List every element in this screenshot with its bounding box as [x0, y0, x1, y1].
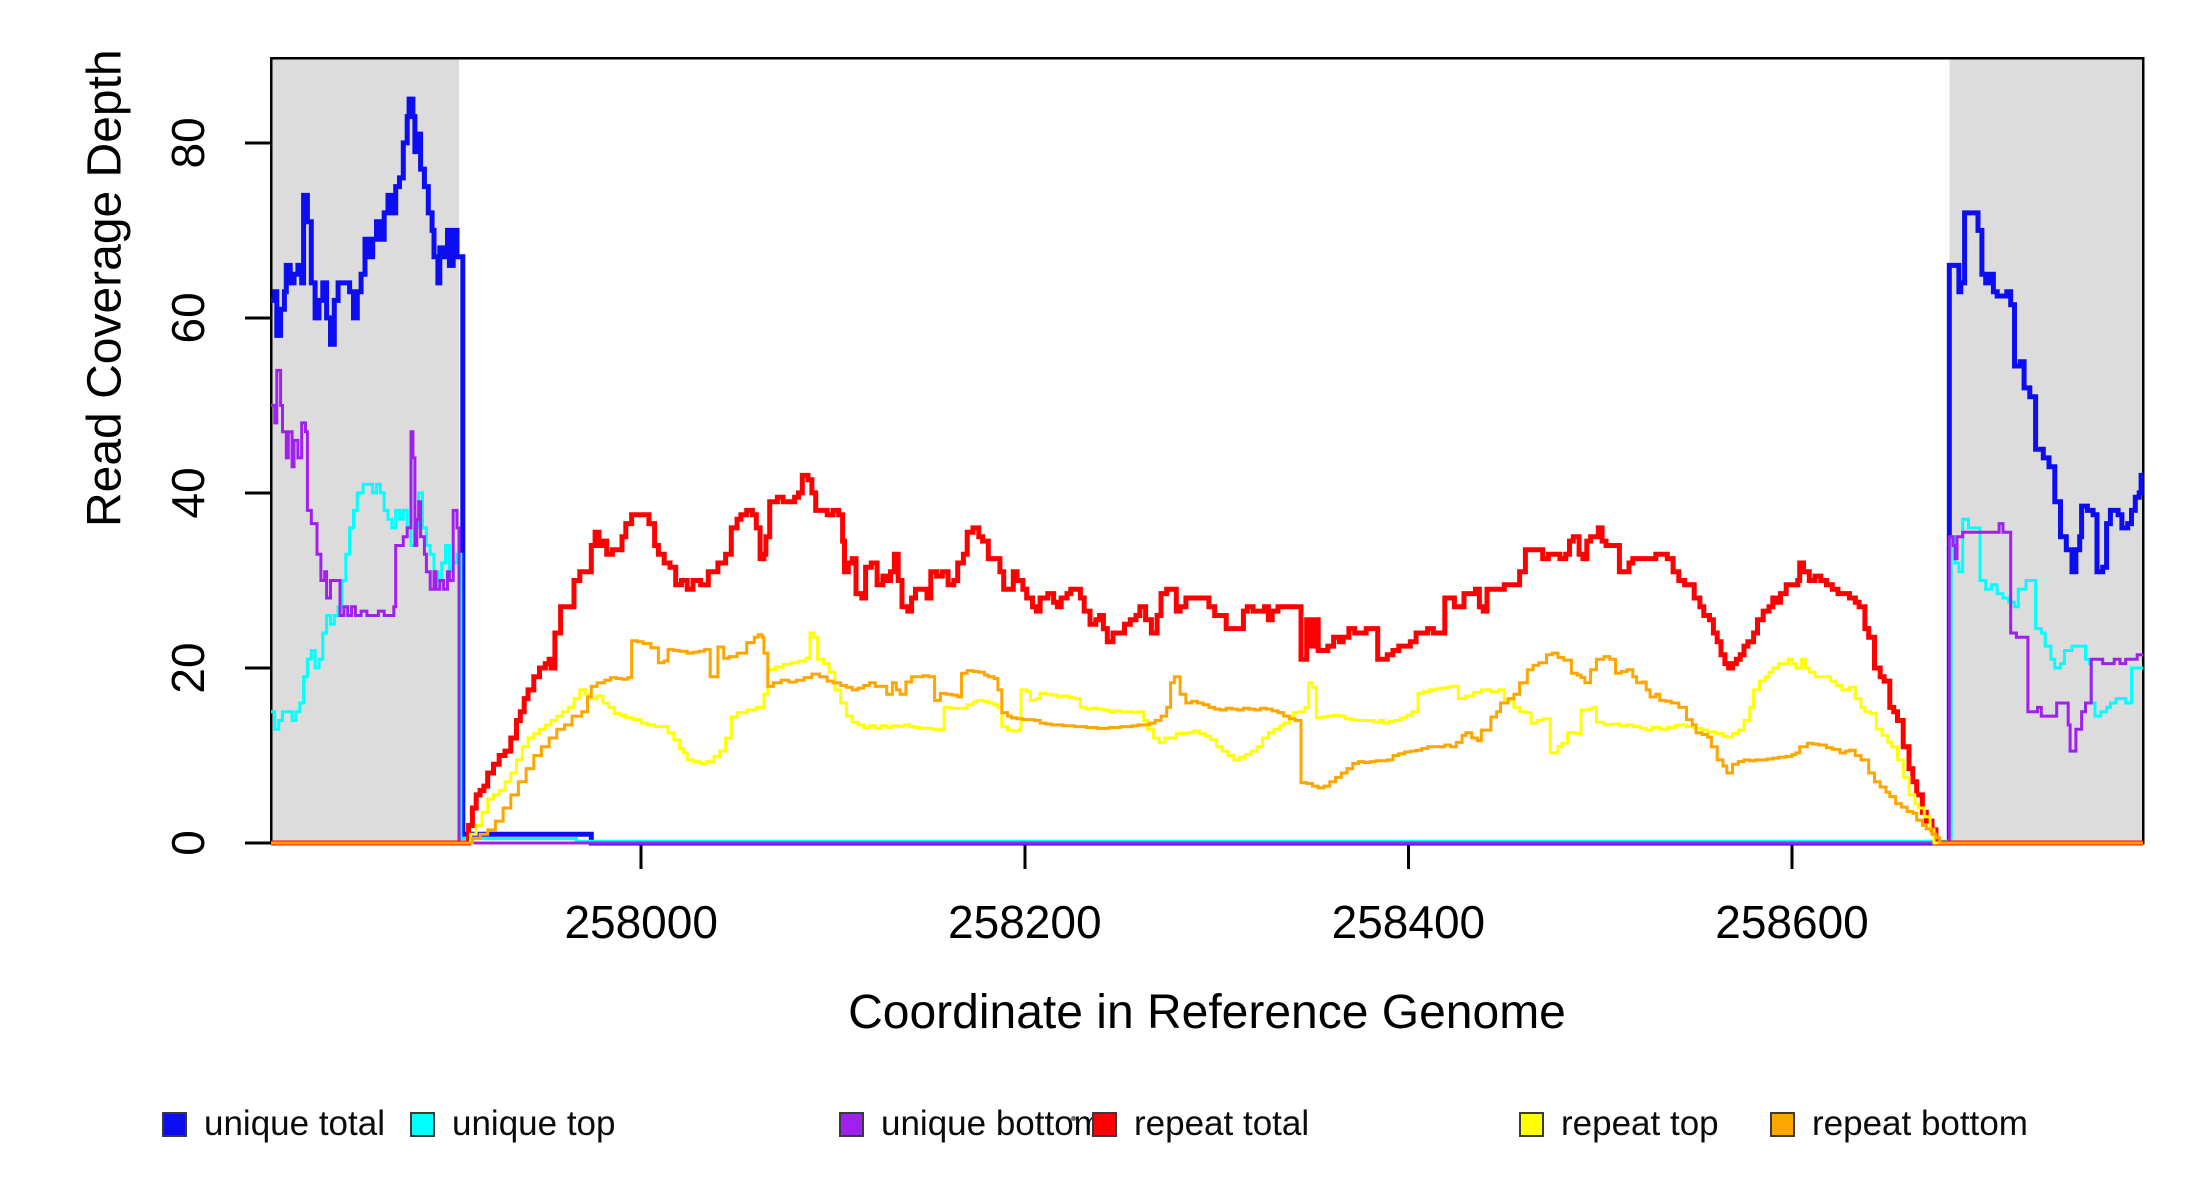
y-tick-label: 0 — [162, 830, 214, 856]
legend-artifact-dot — [1071, 1116, 1076, 1121]
y-axis-title: Read Coverage Depth — [78, 49, 132, 527]
series-unique-total-line — [271, 96, 2144, 846]
series-unique-bottom-line — [271, 368, 2143, 845]
series-repeat-total-line — [271, 472, 2143, 846]
series-repeat-bottom-line — [271, 633, 2143, 845]
series-unique-top-line — [271, 482, 2143, 843]
x-tick-label: 258600 — [1715, 896, 1869, 948]
y-tick-label: 40 — [162, 467, 214, 518]
x-axis-title: Coordinate in Reference Genome — [848, 986, 1566, 1039]
x-tick-label: 258000 — [564, 896, 718, 948]
shaded-region-1 — [1949, 58, 2143, 843]
x-tick-label: 258400 — [1332, 896, 1486, 948]
y-tick-label: 80 — [162, 117, 214, 168]
series-repeat-top-line — [271, 631, 2143, 845]
y-tick-label: 60 — [162, 292, 214, 343]
y-tick-label: 20 — [162, 642, 214, 693]
x-tick-label: 258200 — [948, 896, 1102, 948]
